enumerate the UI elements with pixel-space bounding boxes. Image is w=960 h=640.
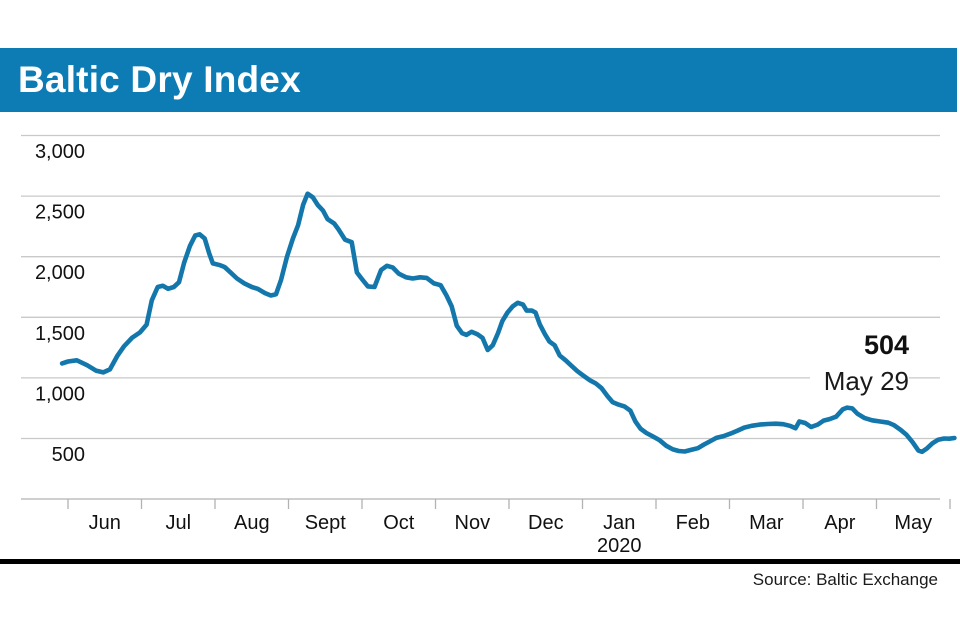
y-axis-tick-label: 1,000 — [35, 383, 85, 405]
x-axis-month-label: Jun — [89, 512, 121, 534]
bottom-rule — [0, 559, 960, 564]
page-title: Baltic Dry Index — [18, 59, 301, 100]
x-axis-month-label: Jul — [166, 512, 192, 534]
x-axis-month-label: Sept — [305, 512, 347, 534]
x-axis-month-label: Aug — [234, 512, 270, 534]
x-axis-month-label: Feb — [676, 512, 710, 534]
last-value-annotation: 504 May 29 — [809, 330, 909, 397]
y-axis-tick-label: 2,000 — [35, 262, 85, 284]
source-credit: Source: Baltic Exchange — [752, 570, 938, 589]
x-axis-month-label: Jan — [603, 512, 635, 534]
x-axis-month-label: Nov — [455, 512, 491, 534]
last-value-label: 504 — [863, 330, 909, 360]
x-axis-month-label: May — [894, 512, 932, 534]
title-bar: Baltic Dry Index — [0, 48, 957, 112]
x-axis-month-label: Dec — [528, 512, 564, 534]
x-axis-month-label: Oct — [383, 512, 415, 534]
bdi-data-line — [59, 191, 957, 455]
y-axis-tick-label: 500 — [52, 444, 85, 466]
y-axis-tick-label: 2,500 — [35, 202, 85, 224]
x-axis-month-label: Mar — [749, 512, 784, 534]
last-value-date: May 29 — [809, 367, 909, 397]
y-axis-tick-label: 1,500 — [35, 323, 85, 345]
y-axis-tick-label: 3,000 — [35, 141, 85, 163]
x-axis-year-label: 2020 — [597, 535, 642, 557]
x-axis-month-label: Apr — [824, 512, 855, 534]
